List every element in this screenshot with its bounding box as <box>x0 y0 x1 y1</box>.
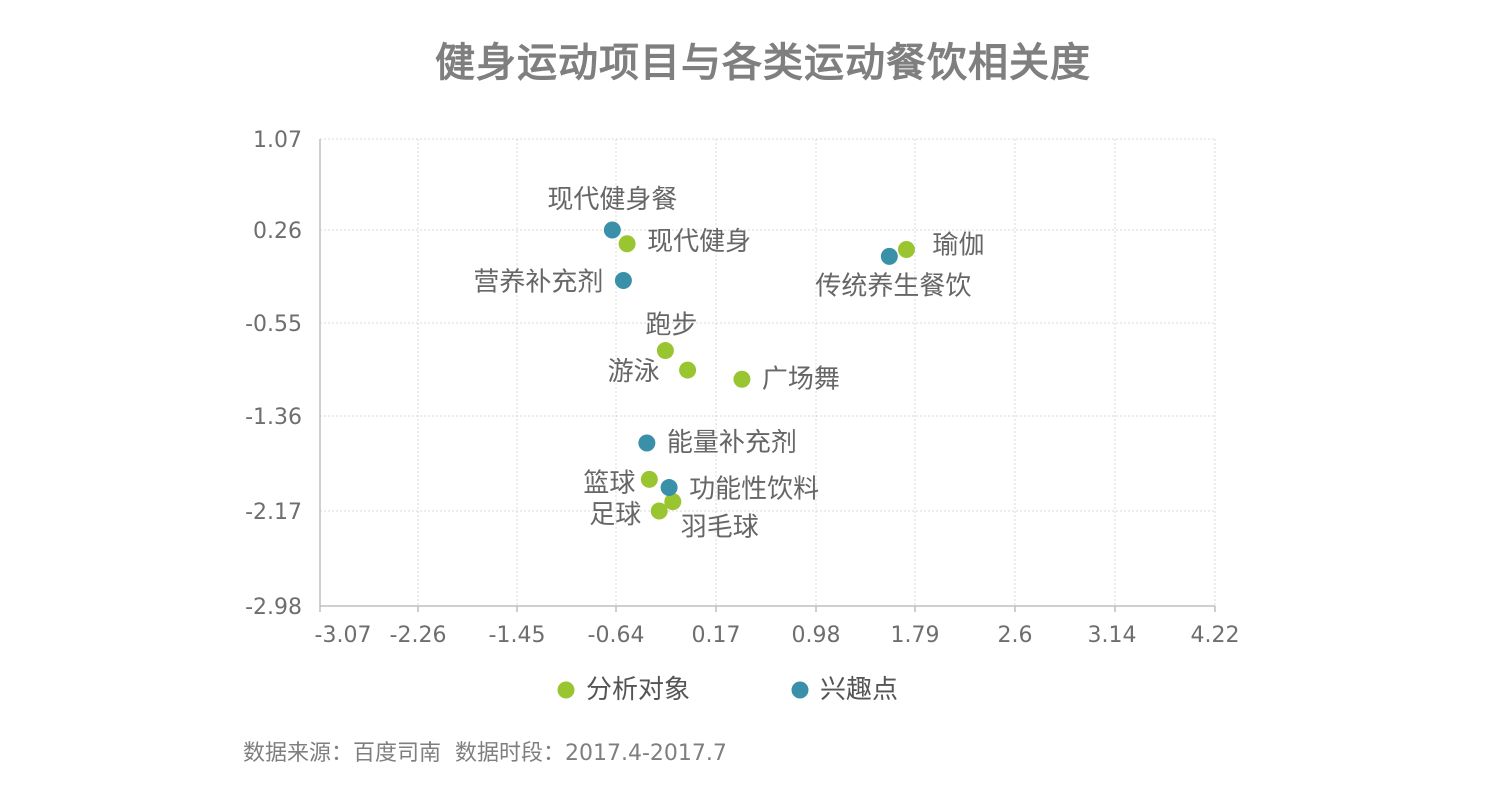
y-tick-label: -0.55 <box>245 312 302 337</box>
tick-labels: 1.07 0.26 -0.55 -1.36 -2.17 -2.98 -3.07 -2.26 -1… <box>245 128 1239 648</box>
point-label: 足球 <box>589 500 641 530</box>
data-point <box>660 479 678 497</box>
data-points <box>603 221 915 520</box>
axes <box>319 139 1216 612</box>
data-point <box>603 221 621 239</box>
y-tick-label: -2.17 <box>245 500 302 525</box>
legend: 分析对象 兴趣点 <box>557 675 898 705</box>
point-label: 传统养生餐饮 <box>815 271 971 301</box>
y-tick-label: 0.26 <box>253 219 302 244</box>
x-tick-label: -1.45 <box>489 623 546 648</box>
x-tick-label: 2.6 <box>998 623 1033 648</box>
y-tick-label: -1.36 <box>245 405 302 430</box>
x-tick-label: -2.26 <box>390 623 447 648</box>
legend-marker <box>791 681 809 699</box>
point-label: 跑步 <box>645 311 697 341</box>
data-point <box>614 272 632 290</box>
data-point <box>897 241 915 259</box>
point-label: 现代健身餐 <box>547 185 677 215</box>
point-label: 功能性饮料 <box>689 475 819 505</box>
data-point <box>618 235 636 253</box>
x-tick-label: 0.17 <box>692 623 741 648</box>
data-point <box>880 247 898 265</box>
y-tick-label: 1.07 <box>253 128 302 153</box>
data-point <box>679 361 697 379</box>
point-label: 篮球 <box>583 468 635 498</box>
data-point <box>650 502 668 520</box>
x-tick-label: -0.64 <box>588 623 645 648</box>
data-point <box>664 493 682 511</box>
x-tick-label: 4.22 <box>1191 623 1240 648</box>
x-tick-label: 3.14 <box>1088 623 1137 648</box>
x-tick-label: -3.07 <box>315 623 372 648</box>
point-label: 能量补充剂 <box>667 428 797 458</box>
grid-lines <box>320 138 1216 606</box>
point-label: 广场舞 <box>762 364 840 394</box>
point-label: 游泳 <box>608 357 660 387</box>
x-tick-label: 1.79 <box>891 623 940 648</box>
y-tick-label: -2.98 <box>245 595 302 620</box>
point-label: 营养补充剂 <box>473 268 603 298</box>
data-point <box>638 434 656 452</box>
point-label: 现代健身 <box>647 227 751 257</box>
data-point <box>656 342 674 360</box>
x-tick-label: 0.98 <box>792 623 841 648</box>
source-note: 数据来源：百度司南 数据时段：2017.4-2017.7 <box>243 741 727 766</box>
legend-label: 兴趣点 <box>820 675 898 705</box>
legend-marker <box>557 681 575 699</box>
chart-title: 健身运动项目与各类运动餐饮相关度 <box>435 40 1091 86</box>
point-label: 瑜伽 <box>932 231 984 261</box>
point-label: 羽毛球 <box>681 513 759 543</box>
data-point <box>733 370 751 388</box>
data-point <box>640 470 658 488</box>
legend-label: 分析对象 <box>586 675 690 705</box>
